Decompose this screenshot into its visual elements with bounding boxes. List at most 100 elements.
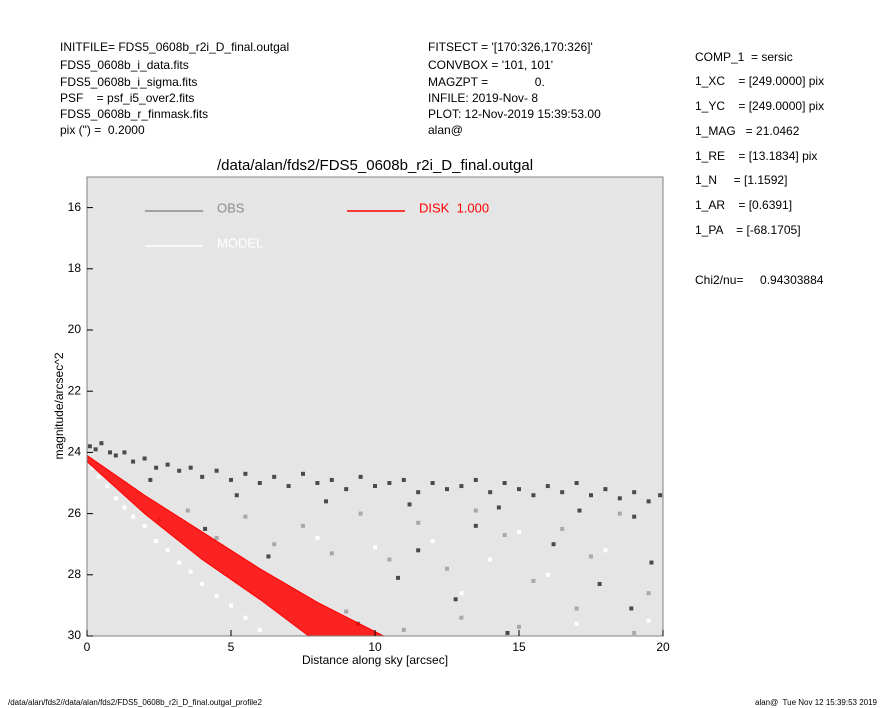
point [154,539,159,544]
header-left-5: pix (") = 0.2000 [60,123,145,137]
header-left-3: PSF = psf_i5_over2.fits [60,91,194,105]
point [214,468,219,473]
header-middle-1: CONVBOX = '101, 101' [428,58,553,72]
point [113,496,118,501]
plot: 0 5 10 15 20 16 18 20 22 24 26 28 30 OBS MODEL DISK 1.0… [68,176,670,654]
y-tick-label: 26 [68,506,82,520]
point [488,557,493,562]
point [574,621,579,626]
y-tick-label: 24 [68,445,82,459]
point [87,444,92,449]
point [142,456,147,461]
point [560,526,565,531]
point [214,594,219,599]
point [629,606,634,611]
point [646,591,651,596]
param: 1_AR = [0.6391] [695,198,792,212]
point [502,481,507,485]
y-tick-label: 20 [68,322,82,336]
point [646,618,651,623]
point [430,481,435,485]
point [200,474,205,479]
header-middle-3: INFILE: 2019-Nov- 8 [428,91,538,105]
point [545,572,550,577]
point [445,566,449,571]
point [272,542,277,547]
point [148,477,153,482]
plot-background [87,177,663,636]
point [301,523,305,528]
point [517,487,521,492]
point [165,548,170,553]
point [502,533,507,538]
point [496,505,501,510]
point [632,490,637,495]
header-middle-4: PLOT: 12-Nov-2019 15:39:53.00 [428,107,601,121]
point [416,490,421,495]
point [131,459,136,464]
point [505,630,510,635]
point [131,514,136,519]
point [324,499,329,504]
chart-title: /data/alan/fds2/FDS5_0608b_r2i_D_final.o… [217,157,533,174]
point [551,542,556,547]
point [105,484,110,489]
point [453,597,458,602]
point [165,462,170,467]
point [177,560,182,565]
point [188,465,193,470]
legend-label: OBS [217,200,245,215]
point [473,477,478,482]
x-tick-label: 20 [656,640,670,654]
point [113,453,118,458]
legend-label: DISK 1.000 [419,200,489,215]
point [589,493,593,498]
point [257,481,262,485]
y-tick-label: 22 [68,383,82,397]
header-middle-0: FITSECT = '[170:326,170:326]' [428,40,593,54]
point [459,591,464,596]
point [122,450,127,455]
point [617,496,622,501]
chi2: Chi2/nu= 0.94303884 [695,273,824,287]
header-left-2: FDS5_0608b_i_sigma.fits [60,75,197,89]
y-tick-label: 28 [68,567,82,581]
point [574,606,579,611]
point [229,603,233,608]
header-middle-2: MAGZPT = 0. [428,75,545,89]
point [401,627,406,632]
point [603,487,608,492]
param: 1_RE = [13.1834] pix [695,149,817,163]
point [658,493,663,498]
footer-left: /data/alan/fds2//data/alan/fds2/FDS5_060… [8,698,263,707]
param: COMP_1 = sersic [695,50,793,64]
point [416,548,421,553]
point [185,508,190,513]
point [646,499,651,504]
point [517,529,521,534]
header-left-1: FDS5_0608b_i_data.fits [60,58,189,72]
point [229,477,233,482]
point [632,514,637,519]
x-tick-label: 10 [368,640,382,654]
point [90,465,95,470]
point [122,505,127,510]
point [286,484,291,489]
y-axis-label: magnitude/arcsec^2 [52,352,66,459]
param: 1_PA = [-68.1705] [695,223,801,237]
header-left-0: INITFILE= FDS5_0608b_r2i_D_final.outgal [60,40,289,54]
y-tick-label: 18 [68,261,82,275]
point [387,557,392,562]
point [473,523,478,528]
data-layer [87,441,663,636]
point [203,526,208,531]
point [577,508,582,513]
point [315,536,320,541]
point [574,481,579,485]
point [589,554,593,559]
point [560,490,565,495]
point [430,539,435,544]
point [396,575,401,580]
point [188,569,193,574]
